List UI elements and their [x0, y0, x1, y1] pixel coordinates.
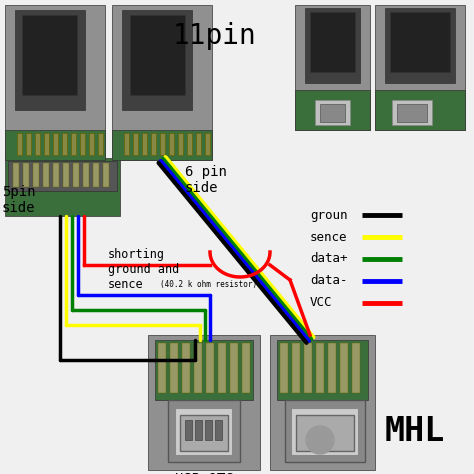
Bar — [280, 343, 288, 393]
Bar — [195, 420, 202, 440]
Bar — [53, 163, 59, 187]
Bar — [205, 420, 212, 440]
Bar — [5, 130, 105, 160]
Bar — [80, 133, 85, 155]
Bar — [182, 343, 190, 393]
Text: data-: data- — [310, 274, 347, 288]
Text: 11pin: 11pin — [173, 22, 257, 50]
Bar — [295, 90, 370, 130]
Bar — [5, 158, 120, 216]
Bar — [304, 343, 312, 393]
Text: shorting
ground and
sence: shorting ground and sence — [108, 248, 179, 291]
Bar — [151, 133, 156, 155]
Bar — [5, 5, 105, 160]
Bar — [205, 133, 210, 155]
Bar — [180, 415, 228, 451]
Bar — [142, 133, 147, 155]
Bar — [320, 104, 345, 122]
Bar — [71, 133, 76, 155]
Bar — [112, 5, 212, 160]
Bar — [43, 163, 49, 187]
Bar — [340, 343, 348, 393]
Bar — [160, 133, 165, 155]
Bar — [196, 133, 201, 155]
Bar — [328, 343, 336, 393]
Bar — [305, 8, 360, 83]
Bar — [218, 343, 226, 393]
Bar — [292, 343, 300, 393]
Text: sence: sence — [310, 230, 347, 244]
Bar — [62, 133, 67, 155]
Bar — [316, 343, 324, 393]
Text: 6 pin
side: 6 pin side — [185, 165, 227, 195]
Bar — [291, 408, 359, 456]
Bar — [89, 133, 94, 155]
Bar — [385, 8, 455, 83]
Bar — [8, 161, 117, 191]
Bar — [215, 420, 222, 440]
Bar — [194, 343, 202, 393]
Bar — [44, 133, 49, 155]
Bar — [23, 163, 29, 187]
Bar — [277, 340, 368, 400]
Bar — [285, 400, 365, 462]
Bar — [397, 104, 427, 122]
Bar — [35, 133, 40, 155]
Bar — [175, 408, 233, 456]
Bar — [168, 400, 240, 462]
Bar — [93, 163, 99, 187]
Text: VCC: VCC — [310, 297, 332, 310]
Bar — [352, 343, 360, 393]
Bar — [112, 130, 212, 160]
Bar — [63, 163, 69, 187]
Bar — [187, 133, 192, 155]
Circle shape — [306, 426, 334, 454]
Bar — [169, 133, 174, 155]
Bar — [390, 12, 450, 72]
Bar — [230, 343, 238, 393]
Bar — [148, 335, 260, 470]
Bar — [98, 133, 103, 155]
Bar — [242, 343, 250, 393]
Text: 5pin
side: 5pin side — [2, 185, 36, 215]
Bar — [158, 343, 166, 393]
Bar — [26, 133, 31, 155]
Bar — [296, 415, 354, 451]
Bar — [375, 90, 465, 130]
Bar — [22, 15, 77, 95]
Bar — [103, 163, 109, 187]
Bar — [295, 5, 370, 130]
Bar — [133, 133, 138, 155]
Bar — [310, 12, 355, 72]
Bar — [33, 163, 39, 187]
Bar — [53, 133, 58, 155]
Bar — [124, 133, 129, 155]
Bar — [122, 10, 192, 110]
Text: (40.2 k ohm resistor): (40.2 k ohm resistor) — [160, 280, 257, 289]
Bar — [83, 163, 89, 187]
Bar — [13, 163, 19, 187]
Text: MHL: MHL — [385, 415, 446, 448]
Bar — [315, 100, 350, 125]
Bar — [155, 340, 253, 400]
Text: USB OTG: USB OTG — [175, 472, 233, 474]
Bar — [73, 163, 79, 187]
Text: data+: data+ — [310, 253, 347, 265]
Bar — [270, 335, 375, 470]
Bar — [15, 10, 85, 110]
Bar — [375, 5, 465, 130]
Text: groun: groun — [310, 209, 347, 221]
Bar — [17, 133, 22, 155]
Bar — [392, 100, 432, 125]
Bar — [178, 133, 183, 155]
Bar — [185, 420, 192, 440]
Bar — [130, 15, 185, 95]
Bar — [206, 343, 214, 393]
Bar — [170, 343, 178, 393]
